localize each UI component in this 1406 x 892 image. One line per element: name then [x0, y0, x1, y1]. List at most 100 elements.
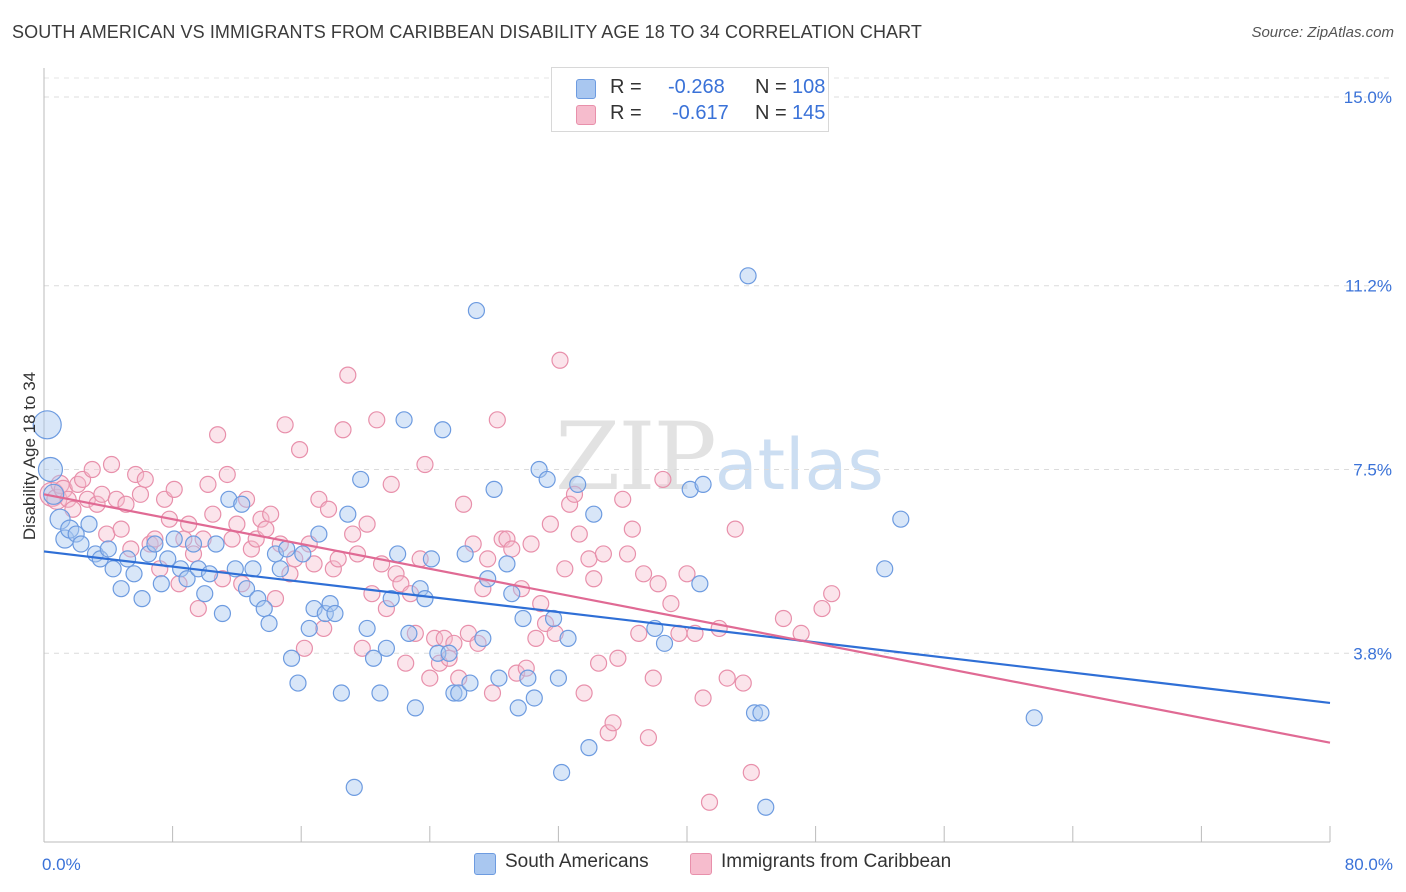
south-americans-point [406, 699, 424, 717]
south-americans-point [67, 525, 85, 543]
bottom-legend-swatch-caribbean [690, 853, 712, 875]
south-americans-point [316, 604, 334, 623]
south-americans-point [104, 560, 122, 578]
caribbean-point [146, 530, 164, 548]
south-americans-point [445, 684, 463, 702]
caribbean-point [556, 560, 574, 578]
south-americans-point [655, 634, 674, 652]
south-americans-point [434, 421, 452, 439]
caribbean-point [774, 609, 793, 628]
caribbean-point [527, 629, 545, 647]
caribbean-point [189, 599, 207, 618]
south-americans-point [474, 629, 492, 647]
south-americans-point [389, 545, 407, 563]
caribbean-point [69, 475, 87, 493]
caribbean-point [618, 545, 637, 563]
legend-n-key: N = [755, 102, 787, 124]
south-americans-point [294, 545, 312, 563]
caribbean-point [218, 465, 236, 484]
south-americans-point [133, 590, 151, 608]
caribbean-point [630, 624, 648, 643]
south-americans-point [213, 604, 232, 623]
south-americans-point [525, 689, 543, 707]
caribbean-point [257, 520, 275, 538]
caribbean-point [445, 634, 463, 652]
caribbean-point [575, 684, 593, 702]
caribbean-point [694, 689, 712, 707]
correlation-legend: R = -0.268 N = 108 R = -0.617 N = 145 [551, 67, 829, 132]
south-americans-point [549, 669, 568, 687]
caribbean-point [416, 455, 434, 474]
caribbean-point [290, 441, 309, 459]
bottom-legend-label: South Americans [505, 851, 649, 872]
caribbean-point [377, 599, 395, 618]
caribbean-point [469, 634, 487, 652]
caribbean-point [368, 411, 386, 429]
south-americans-point [559, 629, 577, 647]
south-americans-point [461, 674, 479, 692]
south-americans-point [364, 649, 383, 667]
south-americans-point [321, 594, 339, 613]
caribbean-point [421, 669, 439, 687]
south-americans-point [345, 778, 363, 796]
caribbean-point [823, 585, 841, 603]
caribbean-point [237, 490, 256, 508]
south-americans-point [553, 763, 571, 782]
legend-n-value: 145 [792, 102, 826, 124]
caribbean-point [599, 724, 617, 742]
south-americans-point [757, 798, 775, 816]
caribbean-point [614, 490, 632, 508]
south-americans-point [422, 550, 441, 568]
south-americans-point [49, 508, 71, 530]
caribbean-point [734, 674, 752, 692]
caribbean-point [339, 366, 357, 384]
south-americans-point [289, 674, 307, 692]
caribbean-point [508, 664, 526, 682]
south-americans-point [1025, 709, 1043, 727]
caribbean-point [242, 540, 260, 558]
y-tick-label: 11.2% [1345, 277, 1392, 296]
caribbean-point [83, 460, 101, 479]
south-americans-point [467, 301, 486, 320]
caribbean-point [718, 669, 736, 687]
south-americans-point [37, 456, 64, 483]
legend-r-key: R = [610, 76, 642, 98]
south-americans-point [237, 580, 256, 598]
caribbean-point [194, 530, 212, 548]
caribbean-point [561, 495, 579, 513]
caribbean-point [122, 540, 140, 558]
bottom-legend-label: Immigrants from Caribbean [721, 851, 952, 872]
south-americans-point [255, 599, 273, 618]
south-americans-point [326, 604, 344, 623]
caribbean-point [700, 793, 719, 811]
south-americans-point [377, 639, 395, 657]
south-americans-point [485, 480, 503, 498]
south-americans-point [207, 535, 225, 553]
south-americans-point [152, 575, 170, 593]
caribbean-trend-line [43, 493, 1331, 744]
caribbean-point [262, 505, 280, 523]
south-americans-point [125, 565, 143, 583]
y-tick-label: 15.0% [1344, 88, 1392, 107]
south-americans-point [490, 669, 508, 687]
caribbean-point [585, 570, 603, 588]
caribbean-point [662, 594, 680, 613]
caribbean-point [131, 485, 150, 503]
legend-n-value: 108 [792, 76, 826, 98]
caribbean-point [319, 500, 338, 518]
caribbean-point [479, 550, 497, 568]
south-americans-point [118, 550, 137, 568]
south-americans-point [271, 560, 289, 578]
south-americans-point [220, 490, 238, 508]
caribbean-point [295, 639, 314, 657]
caribbean-point [93, 485, 111, 503]
south-americans-point [200, 565, 219, 583]
south-americans-point [55, 529, 75, 549]
caribbean-point [488, 411, 506, 429]
caribbean-point [726, 520, 744, 538]
south-americans-point [503, 585, 521, 603]
caribbean-point [64, 500, 82, 518]
caribbean-point [498, 530, 516, 548]
caribbean-point [644, 669, 662, 687]
caribbean-point [551, 351, 569, 369]
